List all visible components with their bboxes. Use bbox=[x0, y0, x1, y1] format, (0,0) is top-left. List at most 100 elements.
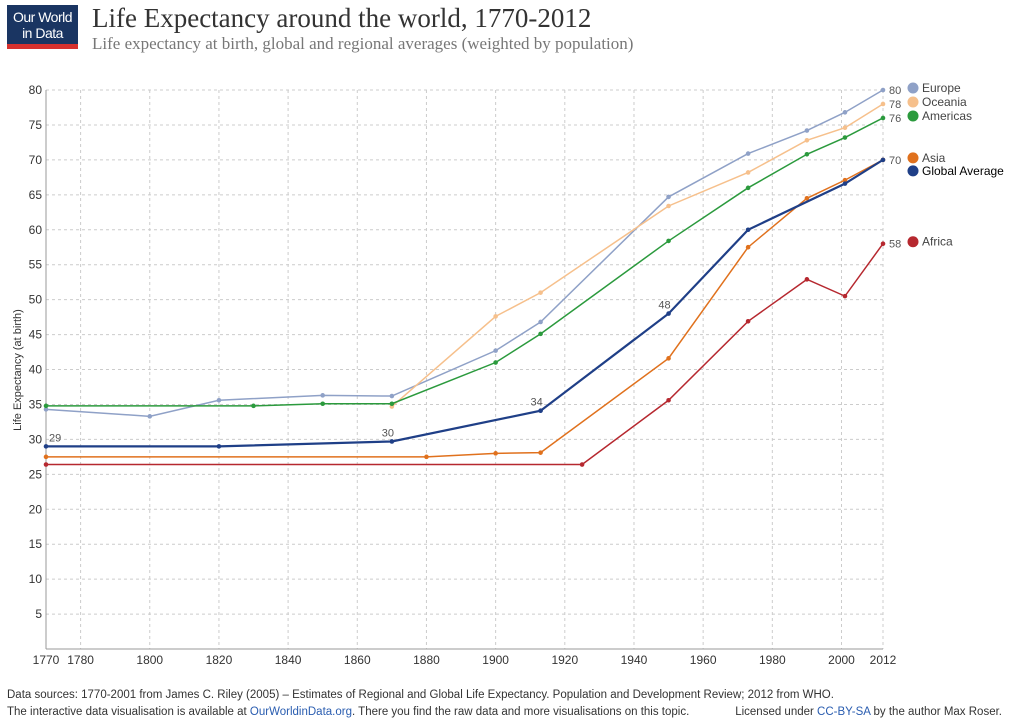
data-point bbox=[43, 454, 49, 460]
footer-sources: Data sources: 1770-2001 from James C. Ri… bbox=[7, 689, 834, 701]
data-point bbox=[147, 414, 153, 419]
data-point bbox=[538, 319, 543, 325]
data-point bbox=[389, 401, 395, 407]
plot-area: 5 10 15 20 25 30 35 40 45 50 55 60 65 70 75 80 1770 1780 1… bbox=[29, 81, 1005, 667]
logo-wrap: Our World in Data bbox=[12, 9, 73, 41]
y-tick-label: 35 bbox=[29, 397, 43, 411]
data-point bbox=[745, 151, 751, 156]
data-point bbox=[579, 462, 585, 467]
data-point bbox=[493, 360, 498, 365]
data-point bbox=[745, 227, 751, 233]
data-point bbox=[43, 403, 49, 409]
logo-text: Our World in Data bbox=[12, 9, 73, 41]
series-line bbox=[46, 117, 884, 407]
data-point bbox=[666, 397, 671, 403]
data-point bbox=[842, 110, 848, 115]
y-tick-label: 15 bbox=[29, 537, 43, 551]
data-point bbox=[251, 403, 256, 409]
x-tick-label: 1960 bbox=[690, 653, 717, 667]
data-label: 78 bbox=[889, 99, 901, 111]
y-tick-label: 5 bbox=[35, 607, 42, 621]
legend-swatch bbox=[907, 165, 919, 177]
data-point bbox=[666, 238, 671, 244]
y-tick-label: 40 bbox=[29, 363, 43, 377]
data-label: 30 bbox=[382, 427, 394, 439]
data-point bbox=[842, 135, 848, 140]
legend-label: Global Average bbox=[922, 164, 1004, 178]
data-point bbox=[842, 293, 848, 299]
x-tick-label: 1980 bbox=[759, 653, 786, 667]
legend-label: Africa bbox=[922, 235, 953, 249]
data-point bbox=[538, 450, 543, 455]
series-line bbox=[45, 89, 884, 418]
x-tick-label: 1940 bbox=[621, 653, 648, 667]
logo-underline bbox=[7, 44, 78, 49]
y-axis-label: Life Expectancy (at birth) bbox=[12, 309, 24, 431]
data-point bbox=[842, 177, 848, 183]
y-tick-label: 75 bbox=[29, 118, 43, 132]
y-tick-label: 25 bbox=[29, 467, 43, 481]
legend-swatch bbox=[907, 110, 919, 122]
data-label: 48 bbox=[658, 300, 670, 312]
data-point bbox=[745, 170, 751, 175]
footer-text: Licensed under bbox=[735, 706, 818, 718]
data-point bbox=[43, 462, 49, 467]
y-tick-label: 10 bbox=[29, 572, 43, 586]
x-tick-label: 2012 bbox=[870, 653, 897, 667]
data-point bbox=[666, 356, 671, 361]
data-point bbox=[880, 101, 886, 107]
series-line bbox=[46, 243, 884, 466]
y-tick-label: 30 bbox=[29, 432, 43, 446]
license-link[interactable]: CC-BY-SA bbox=[817, 706, 871, 718]
x-tick-label: 1840 bbox=[275, 653, 302, 667]
x-tick-label: 1900 bbox=[482, 653, 509, 667]
legend-label: Europe bbox=[922, 81, 961, 95]
data-point bbox=[666, 203, 671, 209]
series-line bbox=[46, 158, 884, 448]
data-point bbox=[43, 444, 49, 449]
data-point bbox=[493, 348, 498, 353]
series-line bbox=[46, 159, 884, 458]
x-tick-label: 2000 bbox=[828, 653, 855, 667]
data-point bbox=[804, 196, 810, 201]
data-point bbox=[320, 401, 325, 407]
y-tick-label: 70 bbox=[29, 153, 43, 167]
data-point bbox=[804, 138, 810, 143]
data-point bbox=[842, 181, 848, 186]
data-point bbox=[745, 318, 751, 324]
footer-text: . There you find the raw data and more v… bbox=[351, 706, 690, 718]
footer-link[interactable]: OurWorldinData.org bbox=[249, 706, 352, 718]
data-point bbox=[880, 87, 886, 93]
data-point bbox=[666, 311, 671, 316]
data-point bbox=[216, 397, 222, 403]
y-tick-label: 80 bbox=[29, 83, 43, 97]
legend-label: Oceania bbox=[922, 95, 967, 109]
x-tick-label: 1820 bbox=[206, 653, 233, 667]
data-point bbox=[745, 244, 751, 250]
data-point bbox=[389, 439, 395, 444]
x-tick-label: 1880 bbox=[413, 653, 440, 667]
data-point bbox=[493, 314, 498, 319]
legend-swatch bbox=[907, 96, 919, 108]
y-tick-label: 55 bbox=[29, 258, 43, 272]
data-point bbox=[880, 115, 886, 121]
legend-swatch bbox=[907, 152, 919, 164]
data-label: 34 bbox=[530, 397, 542, 409]
data-point bbox=[538, 331, 543, 337]
x-tick-label: 1780 bbox=[67, 653, 94, 667]
y-tick-label: 20 bbox=[29, 502, 43, 516]
footer-line: The interactive data visualisation is av… bbox=[7, 706, 689, 718]
y-tick-label: 45 bbox=[29, 328, 43, 342]
footer-license: Licensed under CC-BY-SA by the author Ma… bbox=[735, 706, 1002, 718]
data-label: 76 bbox=[889, 113, 901, 125]
legend-label: Americas bbox=[922, 109, 972, 123]
data-point bbox=[493, 451, 498, 456]
data-point bbox=[216, 444, 222, 449]
y-tick-label: 50 bbox=[29, 293, 43, 307]
series-line bbox=[391, 103, 884, 408]
chart-subtitle: Life expectancy at birth, global and reg… bbox=[92, 34, 633, 53]
data-point bbox=[538, 290, 543, 295]
data-label: 58 bbox=[889, 239, 901, 251]
